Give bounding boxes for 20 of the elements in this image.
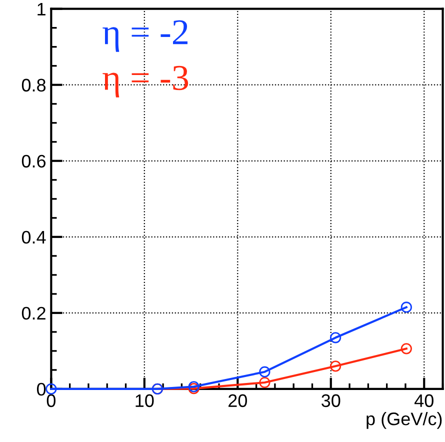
text: η = -2 [102,20,188,52]
point [259,366,270,378]
x-tick-label: 10 [136,394,154,408]
text: η = -3 [102,66,188,98]
point [400,343,412,354]
y-tick-label: 1 [38,2,46,16]
x-axis-title: p (GeV/c) [366,412,442,429]
point [259,376,270,388]
point [330,360,342,372]
x-tick-label: 30 [322,394,340,408]
y-tick-label: 0.6 [22,154,46,168]
y-tick-label: 0.8 [22,78,46,92]
point [400,302,412,313]
y-tick-label: 0.2 [22,306,46,320]
point [330,332,342,344]
x-tick-label: 20 [228,394,247,408]
x-tick-label: 0 [46,394,56,408]
y-tick-label: 0 [36,382,46,396]
x-tick-label: 40 [414,394,434,408]
y-tick-label: 0.4 [22,230,46,244]
